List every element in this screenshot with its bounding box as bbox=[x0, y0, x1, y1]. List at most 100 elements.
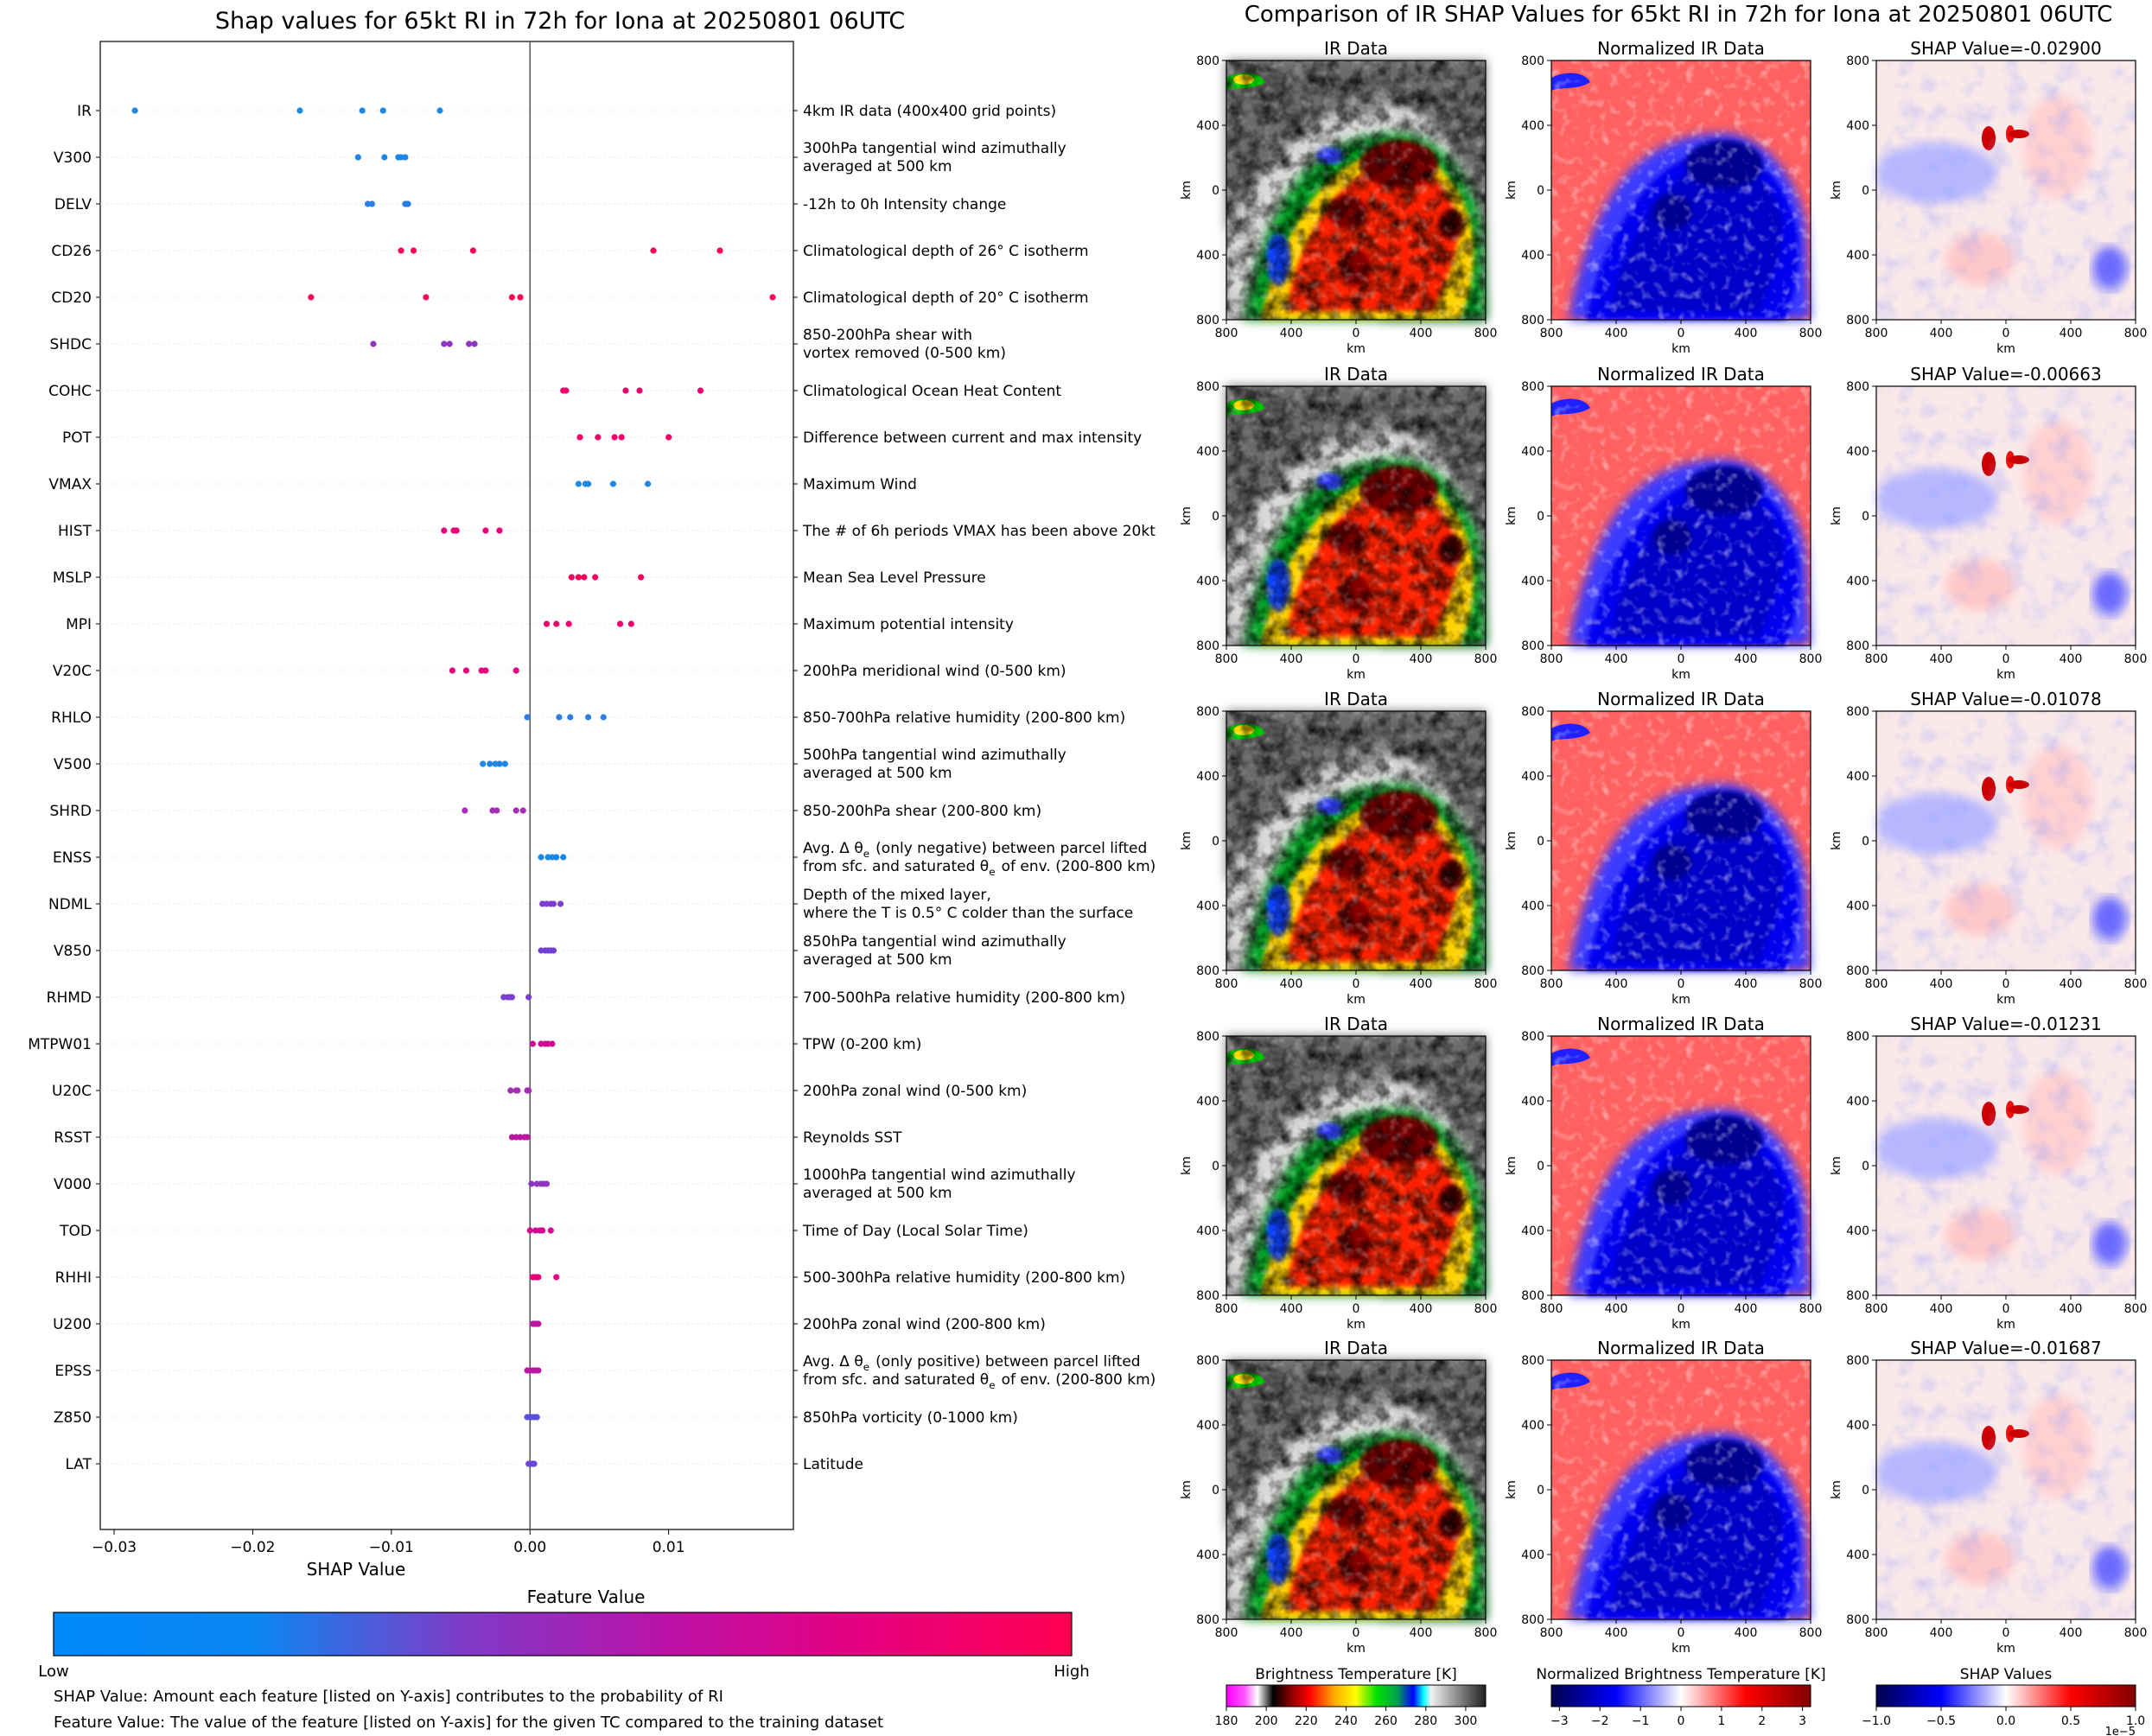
shap-point bbox=[514, 1087, 521, 1094]
shap-point bbox=[436, 107, 443, 114]
x-tick-label: 400 bbox=[1735, 1626, 1758, 1640]
y-tick-label: 800 bbox=[1196, 1289, 1219, 1303]
shap-point bbox=[543, 1180, 551, 1187]
feature-label: EPSS bbox=[54, 1363, 92, 1380]
shap-point bbox=[538, 854, 544, 861]
shap-image bbox=[1876, 1360, 2136, 1619]
x-axis-unit: km bbox=[1996, 993, 2015, 1007]
feature-label: RHMD bbox=[47, 989, 92, 1007]
shap-point bbox=[595, 434, 602, 441]
y-tick-label: 0 bbox=[1537, 835, 1544, 849]
x-tick-label: 800 bbox=[1540, 1302, 1563, 1316]
feature-description: 850hPa vorticity (0-1000 km) bbox=[803, 1409, 1018, 1427]
x-tick-label: 800 bbox=[2124, 652, 2148, 666]
image-colorbars: Brightness Temperature [K] 180 200 220 240 26… bbox=[1215, 1666, 2146, 1736]
shap-point bbox=[398, 247, 404, 254]
x-tick-label: 0.01 bbox=[653, 1539, 685, 1556]
feature-label: CD20 bbox=[51, 289, 92, 307]
panel-title: Normalized IR Data bbox=[1597, 689, 1765, 709]
x-tick-label: 400 bbox=[1280, 977, 1303, 991]
y-tick-label: 0 bbox=[1537, 1484, 1544, 1498]
y-tick-label: 400 bbox=[1521, 1548, 1544, 1562]
shap-point bbox=[480, 760, 487, 767]
feature-description: 850-200hPa shear (200-800 km) bbox=[803, 803, 1041, 820]
shap-point bbox=[565, 620, 572, 627]
shap-point bbox=[637, 574, 645, 581]
shap-point bbox=[553, 1274, 560, 1281]
feature-description: averaged at 500 km bbox=[803, 951, 952, 969]
x-tick-label: 0 bbox=[1353, 1302, 1360, 1316]
colorbar-tick-label: 200 bbox=[1255, 1714, 1278, 1728]
x-tick-label: −0.03 bbox=[92, 1539, 137, 1556]
x-tick-label: 400 bbox=[1735, 1302, 1758, 1316]
shap-point bbox=[410, 247, 417, 254]
feature-description: The # of 6h periods VMAX has been above … bbox=[802, 523, 1156, 540]
feature-description: 200hPa zonal wind (200-800 km) bbox=[803, 1316, 1046, 1333]
x-tick-label: 400 bbox=[1410, 977, 1433, 991]
y-tick-label: 800 bbox=[1846, 380, 1869, 394]
y-tick-label: 400 bbox=[1196, 770, 1219, 784]
colorbar: Brightness Temperature [K] 180 200 220 240 26… bbox=[1215, 1666, 1487, 1728]
panel-title: IR Data bbox=[1324, 38, 1388, 59]
feature-label: V300 bbox=[54, 149, 92, 167]
feature-description: Climatological Ocean Heat Content bbox=[803, 383, 1061, 400]
y-tick-label: 400 bbox=[1846, 1419, 1869, 1433]
x-tick-label: 800 bbox=[1215, 327, 1238, 340]
feature-description: Depth of the mixed layer, bbox=[803, 887, 991, 904]
x-tick-label: 400 bbox=[2060, 327, 2083, 340]
y-tick-label: 800 bbox=[1521, 314, 1544, 327]
feature-description: where the T is 0.5° C colder than the su… bbox=[803, 905, 1133, 922]
image-panel: SHAP Value=-0.01687800800400400004004008… bbox=[1830, 1338, 2147, 1656]
feature-description: 1000hPa tangential wind azimuthally bbox=[803, 1167, 1076, 1184]
shap-point bbox=[769, 294, 776, 301]
shap-point bbox=[585, 714, 592, 721]
y-tick-label: 400 bbox=[1196, 1095, 1219, 1109]
shap-point bbox=[423, 294, 430, 301]
y-tick-label: 400 bbox=[1196, 119, 1219, 133]
shap-point bbox=[585, 480, 592, 487]
colorbar-title: Brightness Temperature [K] bbox=[1255, 1666, 1456, 1683]
y-tick-label: 800 bbox=[1846, 639, 1869, 653]
x-tick-label: 800 bbox=[1799, 977, 1823, 991]
x-tick-label: 400 bbox=[1735, 327, 1758, 340]
x-tick-label: 400 bbox=[1605, 327, 1628, 340]
shap-point bbox=[557, 900, 564, 907]
colorbar-tick-label: 260 bbox=[1374, 1714, 1398, 1728]
panel-title: IR Data bbox=[1324, 364, 1388, 385]
y-tick-label: 400 bbox=[1521, 1419, 1544, 1433]
x-tick-label: 800 bbox=[2124, 1302, 2148, 1316]
shap-point bbox=[462, 807, 468, 814]
x-tick-label: 400 bbox=[1410, 327, 1433, 340]
feature-description: Mean Sea Level Pressure bbox=[803, 569, 986, 587]
feature-description: Avg. Δ θe (only negative) between parcel… bbox=[803, 840, 1147, 860]
panel-title: SHAP Value=-0.01687 bbox=[1910, 1338, 2101, 1358]
ir-image bbox=[1226, 1036, 1486, 1295]
shap-point bbox=[469, 247, 477, 254]
x-tick-label: 800 bbox=[1799, 652, 1823, 666]
y-tick-label: 400 bbox=[1521, 119, 1544, 133]
y-tick-label: 800 bbox=[1196, 54, 1219, 68]
y-tick-label: 400 bbox=[1196, 575, 1219, 588]
x-tick-label: 0 bbox=[2002, 977, 2010, 991]
feature-description: 500-300hPa relative humidity (200-800 km… bbox=[803, 1269, 1125, 1287]
x-axis-unit: km bbox=[1996, 668, 2015, 682]
y-tick-label: 800 bbox=[1196, 1613, 1219, 1627]
colorbar-tick-label: 0.0 bbox=[1996, 1714, 2015, 1728]
shap-point bbox=[453, 527, 460, 534]
feature-value-colorbar: Feature Value Low High bbox=[38, 1587, 1089, 1681]
feature-description: from sfc. and saturated θe of env. (200-… bbox=[803, 1371, 1156, 1391]
x-tick-label: 800 bbox=[1474, 1626, 1498, 1640]
x-tick-label: 0 bbox=[1353, 327, 1360, 340]
feature-label: V20C bbox=[53, 663, 92, 680]
x-tick-label: 400 bbox=[1930, 327, 1953, 340]
y-tick-label: 400 bbox=[1196, 1224, 1219, 1238]
x-tick-label: 0 bbox=[1353, 977, 1360, 991]
feature-label: TOD bbox=[59, 1223, 92, 1240]
feature-description: vortex removed (0-500 km) bbox=[803, 345, 1006, 362]
shap-point bbox=[524, 1134, 531, 1141]
colorbar: Normalized Brightness Temperature [K] −3 −… bbox=[1536, 1666, 1825, 1728]
feature-label: LAT bbox=[65, 1456, 92, 1473]
x-tick-label: −0.02 bbox=[230, 1539, 275, 1556]
feature-description: Maximum Wind bbox=[803, 476, 917, 493]
x-axis-unit: km bbox=[1347, 1318, 1366, 1332]
